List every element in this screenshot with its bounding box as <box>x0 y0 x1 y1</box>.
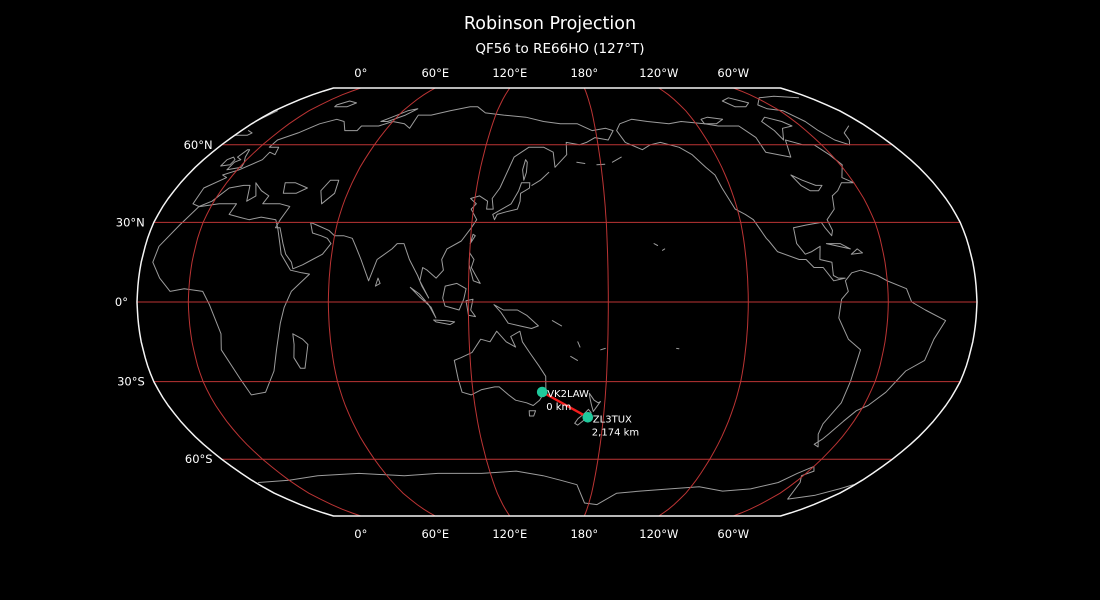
left-axis-label: 0° <box>115 295 128 309</box>
coastline-path <box>258 465 854 506</box>
coastline-path <box>576 161 586 164</box>
bottom-axis-label: 60°E <box>421 527 449 541</box>
coastline-path <box>531 171 550 186</box>
coastline-path <box>813 269 947 448</box>
left-axis-label: 30°S <box>117 375 145 389</box>
station-callsign: ZL3TUX <box>593 414 632 425</box>
coastline-path <box>600 347 606 351</box>
coastline-path <box>721 97 750 108</box>
map-subtitle: QF56 to RE66HO (127°T) <box>475 41 644 57</box>
coastline-path <box>616 118 855 282</box>
coastline-path <box>380 108 419 122</box>
coastline-path <box>292 333 309 369</box>
coastline-path <box>152 203 310 396</box>
map-boundary <box>136 87 978 517</box>
coastline-path <box>234 130 253 136</box>
station-marker <box>582 412 594 423</box>
top-axis-label: 60°W <box>717 66 749 80</box>
coastline-layer <box>152 95 947 506</box>
meridian-line <box>583 87 609 517</box>
coastline-path <box>442 282 467 311</box>
coastline-path <box>588 392 601 412</box>
coastline-path <box>528 410 537 417</box>
coastline-path <box>374 277 381 287</box>
top-axis-label: 0° <box>354 66 367 80</box>
coastline-path <box>700 116 724 125</box>
coastline-path <box>226 149 251 171</box>
bottom-axis-label: 0° <box>354 527 367 541</box>
coastline-path <box>551 320 563 327</box>
bottom-axis-label: 120°E <box>492 527 527 541</box>
projection-outline <box>136 87 978 517</box>
left-axis-label: 30°N <box>116 215 145 229</box>
coastline-path <box>825 243 851 250</box>
coastline-path <box>653 243 659 246</box>
top-axis-label: 180° <box>570 66 598 80</box>
coastline-path <box>850 248 863 255</box>
meridian-line <box>733 87 889 517</box>
coastline-path <box>282 182 308 194</box>
coastline-path <box>409 286 437 319</box>
meridian-line <box>327 87 436 517</box>
station-marker <box>536 386 548 398</box>
coastline-path <box>757 95 851 146</box>
coastline-path <box>320 179 340 205</box>
track-layer <box>541 390 589 419</box>
top-axis-label: 120°W <box>639 66 678 80</box>
bottom-axis-label: 120°W <box>639 527 678 541</box>
track-line <box>541 390 589 419</box>
axis-tick-labels: 0° 60°E 120°E 180° 120°W 60°W 0° 60°E 120°E 180° 1… <box>115 66 749 541</box>
coastline-path <box>468 252 481 284</box>
bottom-axis-label: 60°W <box>717 527 749 541</box>
coastline-path <box>522 159 528 181</box>
meridian-line <box>467 87 511 517</box>
station-layer: VK2LAW 0 km ZL3TUX 2,174 km <box>536 386 639 438</box>
coastline-path <box>662 248 666 251</box>
graticule-layer <box>137 87 977 517</box>
meridian-line <box>187 87 361 517</box>
coastline-path <box>433 319 456 326</box>
coastline-path <box>577 341 581 348</box>
left-axis-label: 60°S <box>185 452 213 466</box>
station-distance: 0 km <box>546 402 571 413</box>
coastline-path <box>192 106 614 299</box>
coastline-path <box>334 100 357 108</box>
coastline-path <box>220 156 236 167</box>
coastline-path <box>790 174 823 192</box>
coastline-path <box>570 355 578 361</box>
left-axis-label: 60°N <box>184 138 213 152</box>
meridian-line <box>658 87 749 517</box>
coastline-path <box>843 125 851 146</box>
coastline-path <box>493 304 539 329</box>
coastline-path <box>453 330 547 406</box>
coastline-path <box>469 233 476 245</box>
page-title: Robinson Projection <box>464 14 636 34</box>
coastline-path <box>492 182 531 221</box>
coastline-path <box>761 116 793 141</box>
top-axis-label: 120°E <box>492 66 527 80</box>
coastline-path <box>611 156 622 163</box>
station-callsign: VK2LAW <box>547 389 589 400</box>
bottom-axis-label: 180° <box>570 527 598 541</box>
station-distance: 2,174 km <box>592 427 639 438</box>
top-axis-label: 60°E <box>421 66 449 80</box>
